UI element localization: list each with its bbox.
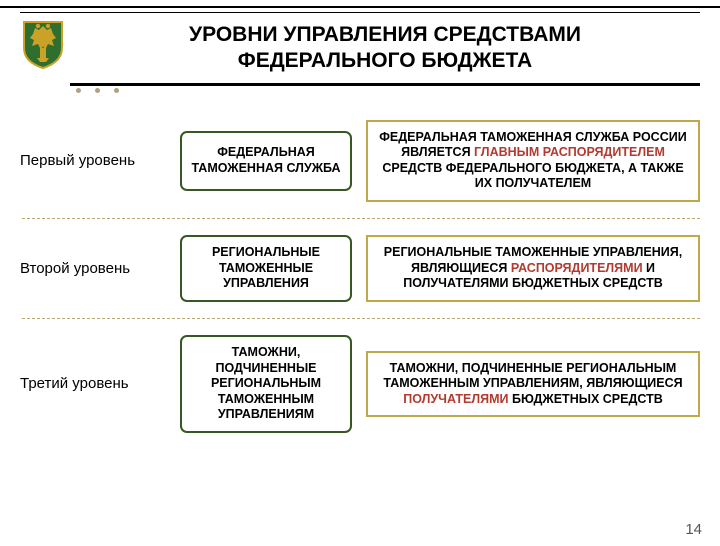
header: УРОВНИ УПРАВЛЕНИЯ СРЕДСТВАМИ ФЕДЕРАЛЬНОГ… — [0, 6, 720, 92]
desc-highlight: ПОЛУЧАТЕЛЯМИ — [403, 392, 508, 406]
level-description-box: ТАМОЖНИ, ПОДЧИНЕННЫЕ РЕГИОНАЛЬНЫМ ТАМОЖЕ… — [366, 351, 700, 418]
level-row-1: Первый уровень ФЕДЕРАЛЬНАЯ ТАМОЖЕННАЯ СЛ… — [20, 104, 700, 219]
customs-emblem-icon — [20, 16, 66, 70]
level-row-2: Второй уровень РЕГИОНАЛЬНЫЕ ТАМОЖЕННЫЕ У… — [20, 219, 700, 318]
header-dots — [70, 88, 700, 92]
level-entity-box: РЕГИОНАЛЬНЫЕ ТАМОЖЕННЫЕ УПРАВЛЕНИЯ — [180, 235, 352, 302]
page-title: УРОВНИ УПРАВЛЕНИЯ СРЕДСТВАМИ ФЕДЕРАЛЬНОГ… — [20, 18, 700, 83]
desc-pre: ТАМОЖНИ, ПОДЧИНЕННЫЕ РЕГИОНАЛЬНЫМ ТАМОЖЕ… — [383, 361, 682, 391]
title-line-2: ФЕДЕРАЛЬНОГО БЮДЖЕТА — [238, 49, 532, 72]
header-rule-top — [20, 12, 700, 13]
desc-highlight: ГЛАВНЫМ РАСПОРЯДИТЕЛЕМ — [474, 145, 665, 159]
level-row-3: Третий уровень ТАМОЖНИ, ПОДЧИНЕННЫЕ РЕГИ… — [20, 319, 700, 449]
level-entity-box: ФЕДЕРАЛЬНАЯ ТАМОЖЕННАЯ СЛУЖБА — [180, 131, 352, 191]
desc-post: СРЕДСТВ ФЕДЕРАЛЬНОГО БЮДЖЕТА, А ТАКЖЕ ИХ… — [382, 161, 683, 191]
desc-highlight: РАСПОРЯДИТЕЛЯМИ — [511, 261, 643, 275]
level-label: Второй уровень — [20, 260, 166, 277]
title-line-1: УРОВНИ УПРАВЛЕНИЯ СРЕДСТВАМИ — [189, 23, 581, 46]
level-description-box: ФЕДЕРАЛЬНАЯ ТАМОЖЕННАЯ СЛУЖБА РОССИИ ЯВЛ… — [366, 120, 700, 203]
desc-post: БЮДЖЕТНЫХ СРЕДСТВ — [508, 392, 662, 406]
header-rule-bottom — [70, 83, 700, 86]
levels-container: Первый уровень ФЕДЕРАЛЬНАЯ ТАМОЖЕННАЯ СЛ… — [0, 92, 720, 450]
level-entity-box: ТАМОЖНИ, ПОДЧИНЕННЫЕ РЕГИОНАЛЬНЫМ ТАМОЖЕ… — [180, 335, 352, 433]
level-label: Первый уровень — [20, 152, 166, 169]
page-number: 14 — [685, 521, 702, 538]
level-description-box: РЕГИОНАЛЬНЫЕ ТАМОЖЕННЫЕ УПРАВЛЕНИЯ, ЯВЛЯ… — [366, 235, 700, 302]
level-label: Третий уровень — [20, 375, 166, 392]
